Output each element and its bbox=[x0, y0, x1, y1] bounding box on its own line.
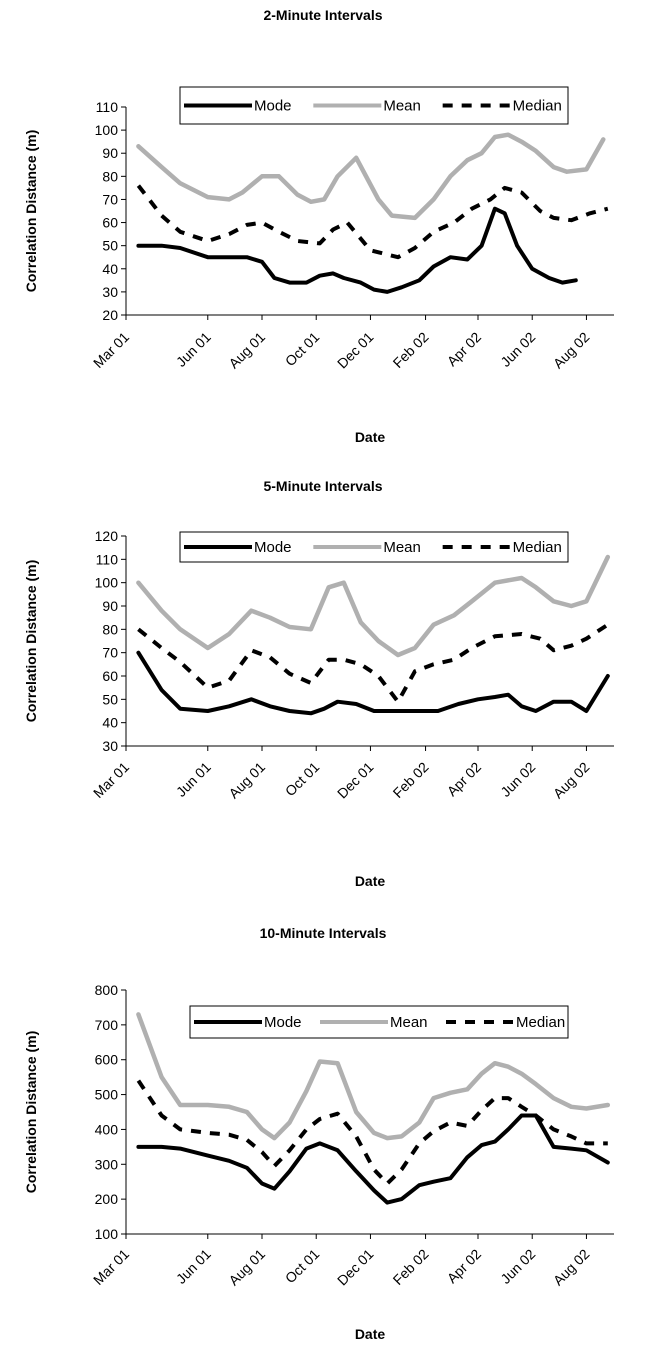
y-axis-label: Correlation Distance (m) bbox=[23, 560, 39, 723]
series-line-mode bbox=[136, 1113, 610, 1205]
series-line-mean bbox=[136, 1012, 611, 1141]
legend: Mode Mean Median bbox=[179, 86, 569, 125]
x-tick-label: Oct 01 bbox=[282, 1246, 323, 1287]
x-tick-label: Dec 01 bbox=[334, 759, 377, 802]
x-tick-label: Dec 01 bbox=[334, 329, 377, 372]
x-axis-label: Date bbox=[355, 429, 386, 445]
y-tick-label: 100 bbox=[95, 575, 119, 591]
x-tick-label: Jun 01 bbox=[173, 329, 214, 370]
x-tick-label: Aug 02 bbox=[550, 329, 593, 372]
x-tick-label: Dec 01 bbox=[334, 1246, 377, 1289]
series-line-median bbox=[137, 623, 609, 704]
y-tick-label: 300 bbox=[95, 1156, 119, 1172]
x-tick-label: Oct 01 bbox=[282, 759, 323, 800]
y-tick-label: 50 bbox=[102, 238, 118, 254]
legend-label-mean: Mean bbox=[390, 1014, 428, 1031]
y-tick-label: 600 bbox=[95, 1052, 119, 1068]
x-tick-label: Aug 01 bbox=[225, 759, 268, 802]
x-tick-label: Jun 01 bbox=[173, 1246, 214, 1287]
y-tick-label: 70 bbox=[102, 645, 118, 661]
y-tick-label: 30 bbox=[102, 738, 118, 754]
x-tick-label: Aug 01 bbox=[225, 1246, 268, 1289]
legend-label-median: Median bbox=[513, 98, 562, 115]
x-tick-label: Mar 01 bbox=[90, 759, 132, 801]
x-axis-label: Date bbox=[355, 1326, 386, 1342]
y-tick-label: 200 bbox=[95, 1191, 119, 1207]
y-tick-label: 80 bbox=[102, 621, 118, 637]
legend-label-mode: Mode bbox=[264, 1014, 302, 1031]
y-tick-label: 500 bbox=[95, 1087, 119, 1103]
x-tick-label: Apr 02 bbox=[444, 759, 485, 800]
legend-label-mean: Mean bbox=[383, 539, 421, 556]
x-axis-label: Date bbox=[355, 873, 386, 889]
legend-label-mean: Mean bbox=[383, 98, 421, 115]
y-axis-label: Correlation Distance (m) bbox=[23, 1031, 39, 1194]
y-tick-label: 60 bbox=[102, 668, 118, 684]
x-tick-label: Aug 01 bbox=[225, 329, 268, 372]
chart-2: 5-Minute Intervals 30 40 50 60 70 80 90 100 110 12… bbox=[23, 478, 614, 889]
y-tick-label: 700 bbox=[95, 1017, 119, 1033]
y-tick-label: 40 bbox=[102, 715, 118, 731]
y-axis-label: Correlation Distance (m) bbox=[23, 130, 39, 293]
y-tick-label: 400 bbox=[95, 1121, 119, 1137]
x-tick-label: Oct 01 bbox=[282, 329, 323, 370]
legend-label-mode: Mode bbox=[254, 98, 292, 115]
x-tick-label: Aug 02 bbox=[550, 759, 593, 802]
chart-title: 10-Minute Intervals bbox=[260, 925, 387, 941]
x-tick-label: Jun 02 bbox=[497, 329, 538, 370]
y-tick-label: 30 bbox=[102, 284, 118, 300]
x-tick-label: Feb 02 bbox=[390, 329, 432, 371]
legend: Mode Mean Median bbox=[179, 531, 569, 563]
chart-3: 10-Minute Intervals 100 200 300 400 500 600 700… bbox=[23, 925, 614, 1342]
x-tick-label: Mar 01 bbox=[90, 329, 132, 371]
x-tick-label: Jun 02 bbox=[497, 1246, 538, 1287]
series-line-mode bbox=[136, 650, 610, 716]
chart-title: 5-Minute Intervals bbox=[263, 478, 382, 494]
y-tick-label: 50 bbox=[102, 691, 118, 707]
x-tick-label: Apr 02 bbox=[444, 1246, 485, 1287]
x-tick-label: Feb 02 bbox=[390, 1246, 432, 1288]
series-line-mean bbox=[136, 132, 606, 221]
chart-1: 2-Minute Intervals 20 30 40 50 60 70 80 90 100 110… bbox=[23, 7, 614, 445]
y-tick-label: 100 bbox=[95, 122, 119, 138]
x-tick-label: Feb 02 bbox=[390, 759, 432, 801]
y-tick-label: 70 bbox=[102, 191, 118, 207]
series-line-median bbox=[136, 1079, 608, 1186]
legend-label-median: Median bbox=[513, 539, 562, 556]
x-tick-label: Aug 02 bbox=[550, 1246, 593, 1289]
series-line-mean bbox=[136, 554, 611, 658]
legend: Mode Mean Median bbox=[189, 1005, 569, 1039]
y-tick-label: 800 bbox=[95, 982, 119, 998]
x-tick-label: Mar 01 bbox=[90, 1246, 132, 1288]
y-tick-label: 40 bbox=[102, 261, 118, 277]
x-tick-label: Jun 02 bbox=[497, 759, 538, 800]
y-tick-label: 100 bbox=[95, 1226, 119, 1242]
series-line-mode bbox=[136, 206, 578, 294]
y-tick-label: 20 bbox=[102, 307, 118, 323]
y-tick-label: 90 bbox=[102, 598, 118, 614]
legend-label-median: Median bbox=[516, 1014, 565, 1031]
y-tick-label: 80 bbox=[102, 168, 118, 184]
x-tick-label: Apr 02 bbox=[444, 329, 485, 370]
legend-label-mode: Mode bbox=[254, 539, 292, 556]
x-tick-label: Jun 01 bbox=[173, 759, 214, 800]
y-tick-label: 60 bbox=[102, 215, 118, 231]
y-tick-label: 120 bbox=[95, 528, 119, 544]
y-tick-label: 110 bbox=[96, 99, 119, 115]
series-line-median bbox=[136, 184, 609, 260]
y-tick-label: 110 bbox=[96, 551, 119, 567]
chart-title: 2-Minute Intervals bbox=[263, 7, 382, 23]
y-tick-label: 90 bbox=[102, 145, 118, 161]
